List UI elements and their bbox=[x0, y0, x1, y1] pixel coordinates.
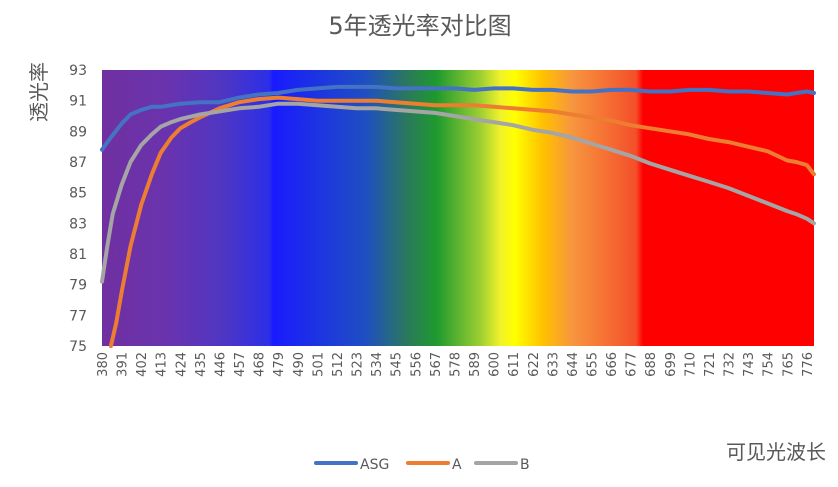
x-tick-label: 501 bbox=[311, 352, 326, 377]
x-tick-label: 512 bbox=[331, 352, 346, 377]
series-lines bbox=[100, 84, 816, 348]
x-tick-label: 468 bbox=[253, 352, 268, 377]
x-tick-label: 457 bbox=[233, 352, 248, 377]
x-tick-label: 479 bbox=[272, 352, 287, 377]
x-tick-label: 413 bbox=[155, 352, 170, 377]
x-tick-label: 600 bbox=[488, 352, 503, 377]
x-tick-label: 644 bbox=[566, 352, 581, 377]
x-tick-label: 710 bbox=[683, 352, 698, 377]
legend-label-a: A bbox=[452, 457, 462, 473]
x-tick-label: 776 bbox=[801, 352, 816, 377]
x-axis: 380 391 402 413 424 435 446 457 468 479 490 501 512 5… bbox=[96, 352, 816, 377]
series-line-a bbox=[108, 95, 816, 348]
x-tick-label: 435 bbox=[194, 352, 209, 377]
series-line-asg bbox=[100, 84, 816, 152]
y-tick-label: 85 bbox=[69, 186, 87, 202]
y-tick-label: 77 bbox=[69, 308, 87, 324]
x-tick-label: 721 bbox=[703, 352, 718, 377]
series-line-b bbox=[100, 101, 816, 284]
y-tick-label: 79 bbox=[69, 278, 87, 294]
y-tick-label: 91 bbox=[69, 94, 87, 110]
chart-title: 5年透光率对比图 bbox=[328, 12, 511, 40]
x-tick-label: 391 bbox=[116, 352, 131, 377]
x-tick-label: 622 bbox=[527, 352, 542, 377]
y-tick-label: 89 bbox=[69, 124, 87, 140]
legend-label-b: B bbox=[520, 457, 530, 473]
x-tick-label: 534 bbox=[370, 352, 385, 377]
x-tick-label: 633 bbox=[546, 352, 561, 377]
x-tick-label: 589 bbox=[468, 352, 483, 377]
y-tick-label: 93 bbox=[69, 63, 87, 79]
x-tick-label: 545 bbox=[390, 352, 405, 377]
x-tick-label: 765 bbox=[781, 352, 796, 377]
x-axis-title: 可见光波长 bbox=[726, 440, 826, 464]
x-tick-label: 699 bbox=[664, 352, 679, 377]
x-tick-label: 380 bbox=[96, 352, 111, 377]
x-tick-label: 677 bbox=[625, 352, 640, 377]
x-tick-label: 688 bbox=[644, 352, 659, 377]
y-tick-label: 87 bbox=[69, 155, 87, 171]
y-tick-label: 75 bbox=[69, 339, 87, 355]
y-axis-title: 透光率 bbox=[27, 62, 51, 122]
y-axis: 75 77 79 81 83 85 87 89 91 93 bbox=[69, 63, 87, 355]
x-tick-label: 578 bbox=[448, 352, 463, 377]
x-tick-label: 402 bbox=[135, 352, 150, 377]
x-tick-label: 754 bbox=[762, 352, 777, 377]
legend-label-asg: ASG bbox=[360, 457, 389, 473]
x-tick-label: 567 bbox=[429, 352, 444, 377]
x-tick-label: 611 bbox=[507, 352, 522, 377]
y-tick-label: 81 bbox=[69, 247, 87, 263]
legend: ASG A B bbox=[314, 457, 530, 473]
x-tick-label: 666 bbox=[605, 352, 620, 377]
x-tick-label: 732 bbox=[723, 352, 738, 377]
y-tick-label: 83 bbox=[69, 216, 87, 232]
x-tick-label: 655 bbox=[586, 352, 601, 377]
x-tick-label: 556 bbox=[409, 352, 424, 377]
x-tick-label: 523 bbox=[351, 352, 366, 377]
x-tick-label: 743 bbox=[742, 352, 757, 377]
x-tick-label: 424 bbox=[174, 352, 189, 377]
x-tick-label: 490 bbox=[292, 352, 307, 377]
x-tick-label: 446 bbox=[213, 352, 228, 377]
